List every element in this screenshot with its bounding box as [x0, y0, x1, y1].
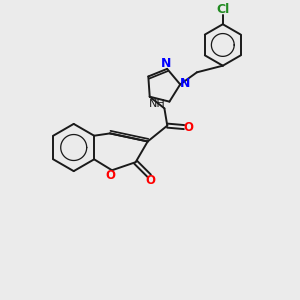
Text: O: O [146, 174, 156, 188]
Text: N: N [161, 57, 172, 70]
Text: O: O [184, 121, 194, 134]
Text: NH: NH [149, 99, 166, 109]
Text: Cl: Cl [216, 3, 230, 16]
Text: O: O [106, 169, 116, 182]
Text: N: N [180, 77, 190, 90]
